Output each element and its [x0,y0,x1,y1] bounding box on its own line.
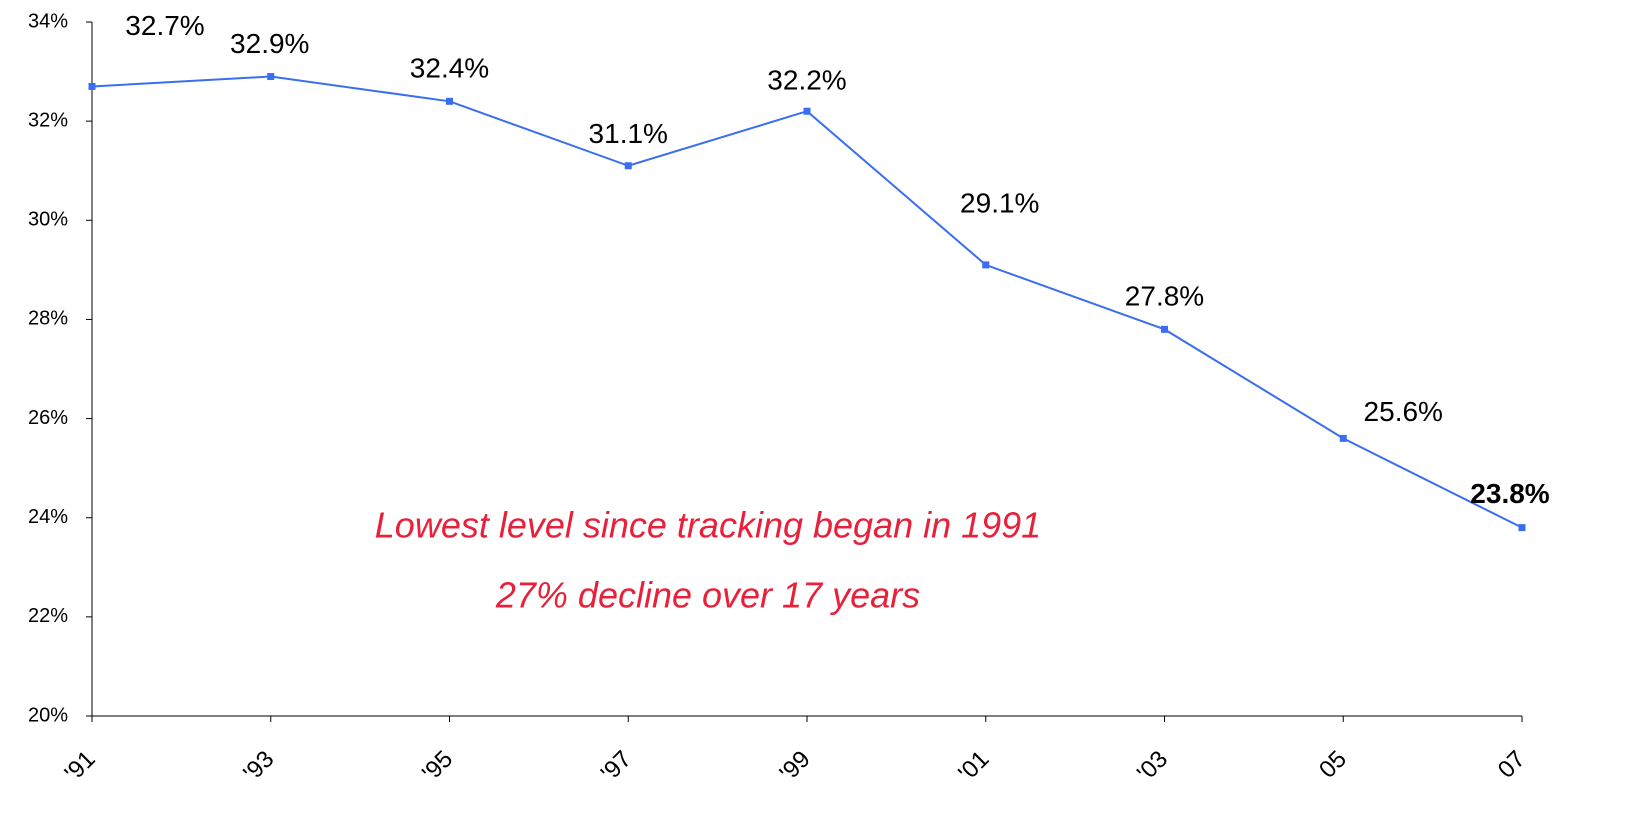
y-tick-label: 32% [28,109,68,131]
value-label: 32.7% [125,10,204,41]
value-label: 25.6% [1364,396,1443,427]
point [267,73,275,81]
point [88,82,96,90]
x-tick-label: '95 [417,746,458,787]
x-tick-label: '03 [1132,746,1173,787]
x-tick-label: '01 [953,746,994,787]
value-label: 32.2% [767,65,846,96]
point [624,162,632,170]
value-label: 31.1% [589,118,668,149]
x-tick-label: '93 [238,746,279,787]
y-tick-label: 20% [28,704,68,726]
value-label: 27.8% [1125,281,1204,312]
y-tick-label: 26% [28,407,68,429]
point [803,107,811,115]
y-tick-label: 30% [28,209,68,231]
value-label: 32.4% [410,53,489,84]
point [1339,434,1347,442]
y-tick-label: 34% [28,10,68,32]
point [446,97,453,105]
y-tick-label: 28% [28,308,68,330]
value-label: 23.8% [1470,478,1549,509]
point [1161,325,1168,333]
point [1518,524,1526,532]
x-tick-label: 05 [1314,746,1352,784]
annotation: Lowest level since tracking began in 199… [375,505,1041,546]
point [982,261,990,269]
annotation: 27% decline over 17 years [495,575,920,616]
value-label: 32.9% [230,28,309,59]
x-tick-label: 07 [1493,746,1531,784]
value-label: 29.1% [960,187,1039,218]
x-tick-label: '97 [596,746,637,787]
x-tick-label: '99 [775,746,816,787]
series-line [91,75,1523,529]
y-tick-label: 24% [28,506,68,528]
y-tick-label: 22% [28,605,68,627]
x-tick-label: '91 [60,746,101,787]
